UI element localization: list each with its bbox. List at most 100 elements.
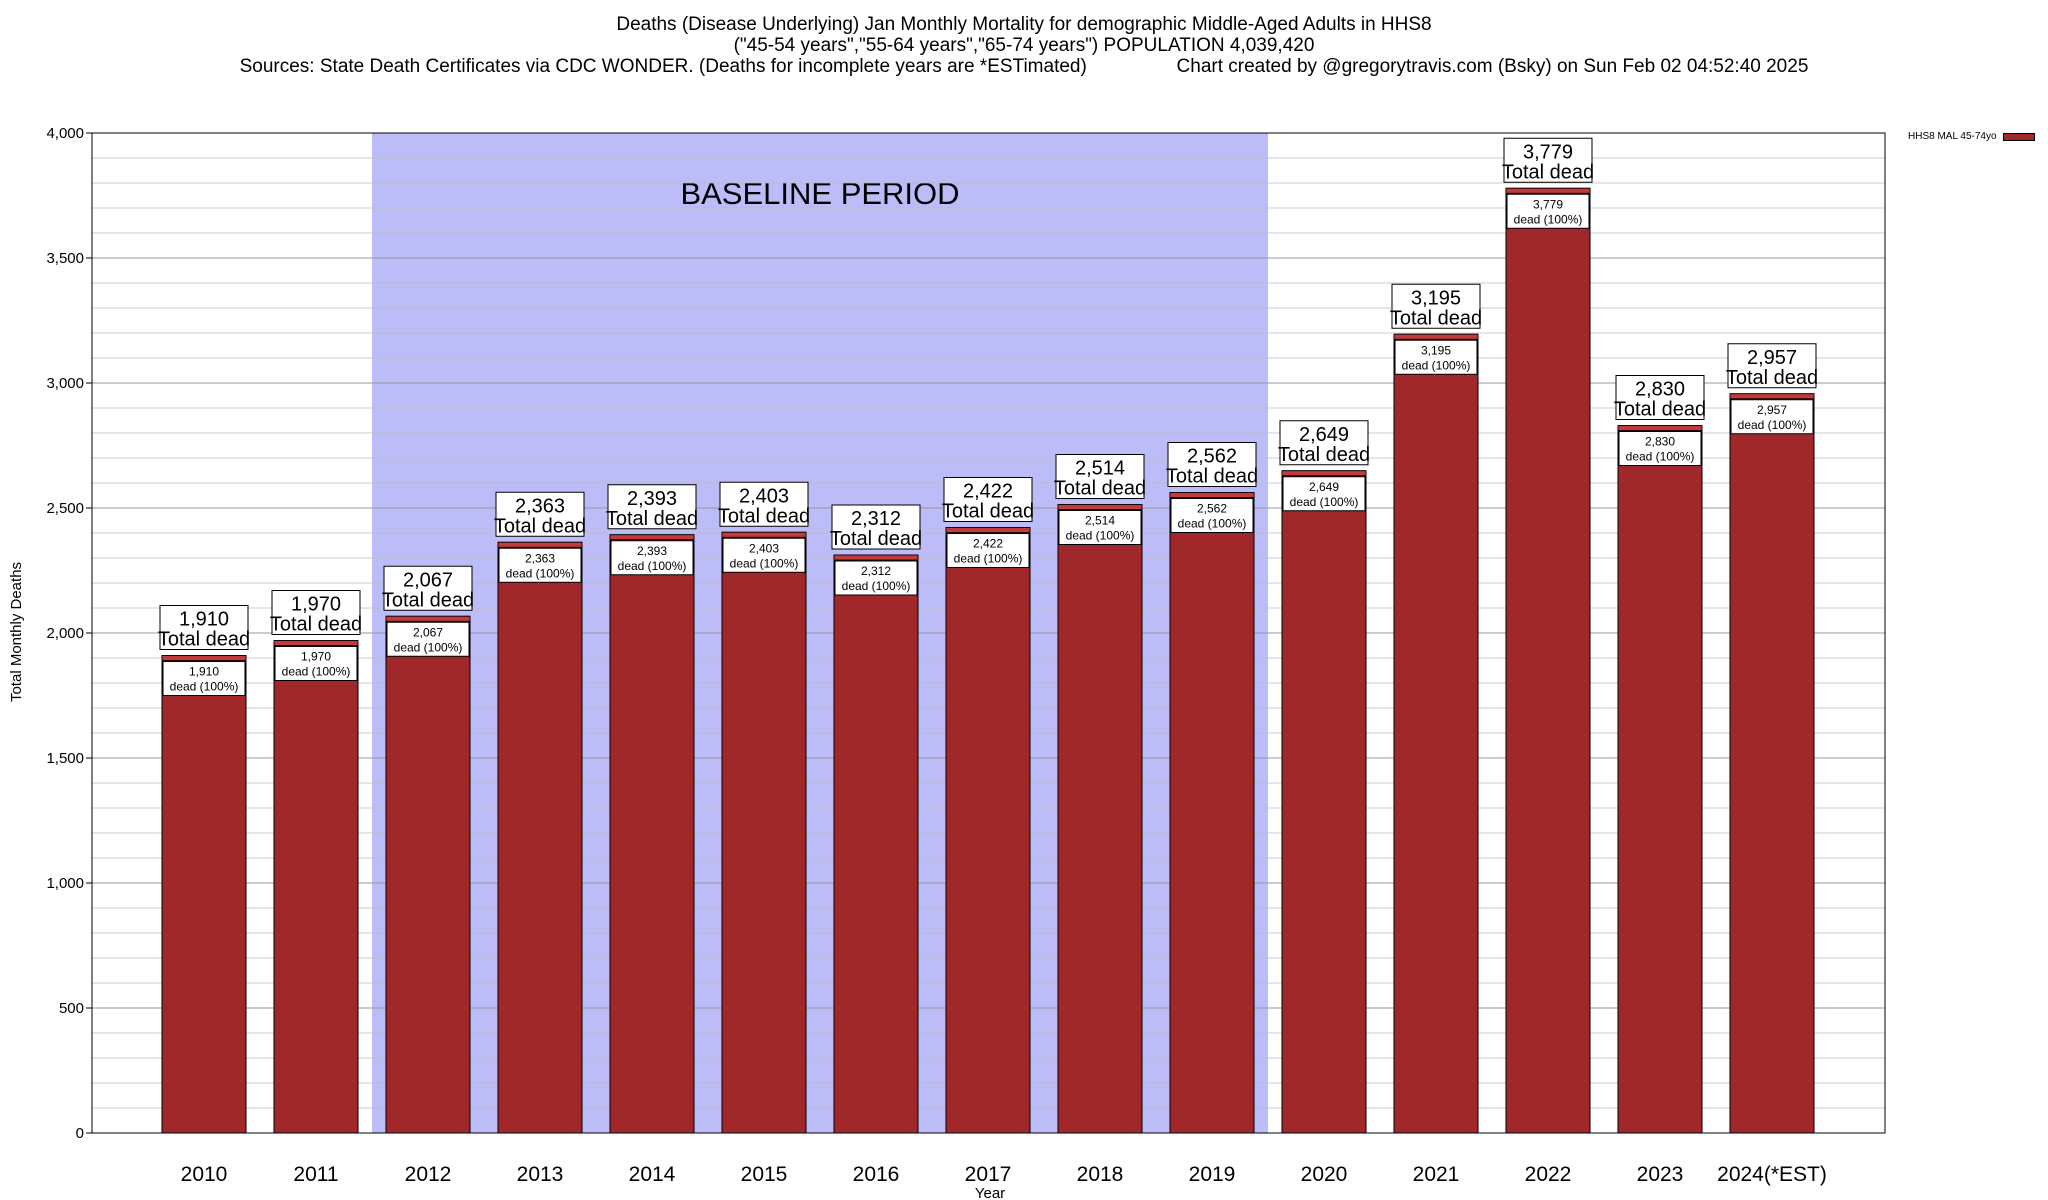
- x-tick-label: 2016: [853, 1163, 900, 1186]
- bar: [1505, 187, 1591, 1134]
- x-tick-label: 2013: [517, 1163, 564, 1186]
- y-tick-label: 2,000: [46, 625, 84, 642]
- inner-value-label: 2,422: [973, 537, 1003, 551]
- inner-value-label: 2,830: [1645, 435, 1675, 449]
- legend-swatch: [2002, 132, 2035, 141]
- y-tick-label: 3,500: [46, 250, 84, 267]
- x-tick-label: 2017: [965, 1163, 1012, 1186]
- inner-label-box: [162, 661, 246, 696]
- bar-cap: [833, 554, 919, 561]
- inner-value-label: 1,910: [189, 665, 219, 679]
- inner-label-box: [834, 560, 918, 596]
- total-dead-label: Total dead: [606, 508, 698, 530]
- inner-value-label: 2,957: [1757, 403, 1787, 417]
- bar-cap: [161, 655, 247, 661]
- y-tick-label: 500: [59, 1000, 84, 1017]
- baseline-period-label: BASELINE PERIOD: [680, 176, 959, 211]
- total-dead-label: Total dead: [718, 505, 810, 527]
- inner-label-box: [1730, 399, 1814, 435]
- total-label-box: [495, 491, 585, 537]
- inner-percent-label: dead (100%): [1738, 418, 1807, 432]
- total-dead-label: Total dead: [1614, 399, 1706, 421]
- total-value-label: 2,363: [515, 495, 565, 517]
- inner-label-box: [1170, 498, 1254, 533]
- x-tick-label: 2014: [629, 1163, 676, 1186]
- bar-cap: [1393, 333, 1479, 340]
- total-label-box: [159, 605, 249, 650]
- bar-cap: [945, 527, 1031, 533]
- inner-value-label: 2,403: [749, 541, 779, 555]
- bar: [945, 527, 1031, 1134]
- y-axis-title: Total Monthly Deaths: [8, 562, 25, 702]
- bar-cap: [1505, 187, 1591, 194]
- x-tick-label: 2010: [181, 1163, 228, 1186]
- inner-percent-label: dead (100%): [1290, 495, 1359, 509]
- total-value-label: 3,195: [1411, 287, 1461, 309]
- bar-cap: [385, 615, 471, 622]
- bar: [1729, 393, 1815, 1134]
- total-dead-label: Total dead: [1390, 307, 1482, 329]
- x-tick-label: 2021: [1413, 1163, 1460, 1186]
- total-label-box: [1055, 454, 1145, 499]
- inner-label-box: [946, 533, 1030, 568]
- bar-cap: [497, 541, 583, 548]
- total-label-box: [1727, 343, 1817, 389]
- total-value-label: 2,393: [627, 488, 677, 510]
- bar-cap: [1057, 504, 1143, 510]
- bar-cap: [609, 534, 695, 541]
- total-dead-label: Total dead: [830, 528, 922, 550]
- total-value-label: 1,910: [179, 609, 229, 631]
- total-dead-label: Total dead: [1054, 478, 1146, 500]
- title-line-3: Sources: State Death Certificates via CD…: [239, 56, 1809, 77]
- bar: [609, 534, 695, 1134]
- inner-percent-label: dead (100%): [1402, 358, 1471, 372]
- total-label-box: [383, 565, 473, 611]
- total-value-label: 2,067: [403, 569, 453, 591]
- chart-title: Deaths (Disease Underlying) Jan Monthly …: [0, 14, 2048, 77]
- bar: [1393, 333, 1479, 1134]
- inner-value-label: 2,649: [1309, 480, 1339, 494]
- x-tick-label: 2015: [741, 1163, 788, 1186]
- inner-label-box: [1506, 193, 1590, 229]
- x-tick-label: 2022: [1525, 1163, 1572, 1186]
- total-label-box: [1503, 137, 1593, 183]
- y-tick-label: 2,500: [46, 500, 84, 517]
- total-value-label: 2,830: [1635, 379, 1685, 401]
- total-label-box: [943, 477, 1033, 522]
- x-tick-label: 2012: [405, 1163, 452, 1186]
- x-tick-label: 2019: [1189, 1163, 1236, 1186]
- inner-percent-label: dead (100%): [1514, 212, 1583, 226]
- inner-percent-label: dead (100%): [1178, 517, 1247, 531]
- x-tick-label: 2020: [1301, 1163, 1348, 1186]
- total-value-label: 2,312: [851, 508, 901, 530]
- total-label-box: [831, 504, 921, 550]
- bar: [721, 531, 807, 1134]
- inner-label-box: [1282, 476, 1366, 512]
- bar-cap: [273, 640, 359, 646]
- total-dead-label: Total dead: [1502, 161, 1594, 183]
- legend-label: HHS8 MAL 45-74yo: [1908, 131, 1997, 142]
- x-tick-label: 2011: [293, 1163, 338, 1186]
- inner-value-label: 3,779: [1533, 197, 1563, 211]
- inner-value-label: 2,363: [525, 551, 555, 565]
- inner-percent-label: dead (100%): [618, 559, 687, 573]
- total-label-box: [271, 590, 361, 635]
- total-value-label: 2,403: [739, 485, 789, 507]
- bar-cap: [1169, 492, 1255, 498]
- y-tick-label: 0: [76, 1125, 84, 1142]
- total-label-box: [1615, 375, 1705, 420]
- total-dead-label: Total dead: [942, 501, 1034, 523]
- title-line-2: ("45-54 years","55-64 years","65-74 year…: [733, 35, 1315, 56]
- inner-percent-label: dead (100%): [282, 665, 351, 679]
- total-label-box: [1167, 442, 1257, 487]
- inner-label-box: [386, 621, 470, 657]
- total-dead-label: Total dead: [1278, 444, 1370, 466]
- total-label-box: [1279, 420, 1369, 466]
- y-tick-label: 1,500: [46, 750, 84, 767]
- inner-label-box: [722, 537, 806, 573]
- total-dead-label: Total dead: [1726, 367, 1818, 389]
- total-value-label: 2,514: [1075, 458, 1125, 480]
- inner-value-label: 2,514: [1085, 514, 1115, 528]
- total-dead-label: Total dead: [494, 515, 586, 537]
